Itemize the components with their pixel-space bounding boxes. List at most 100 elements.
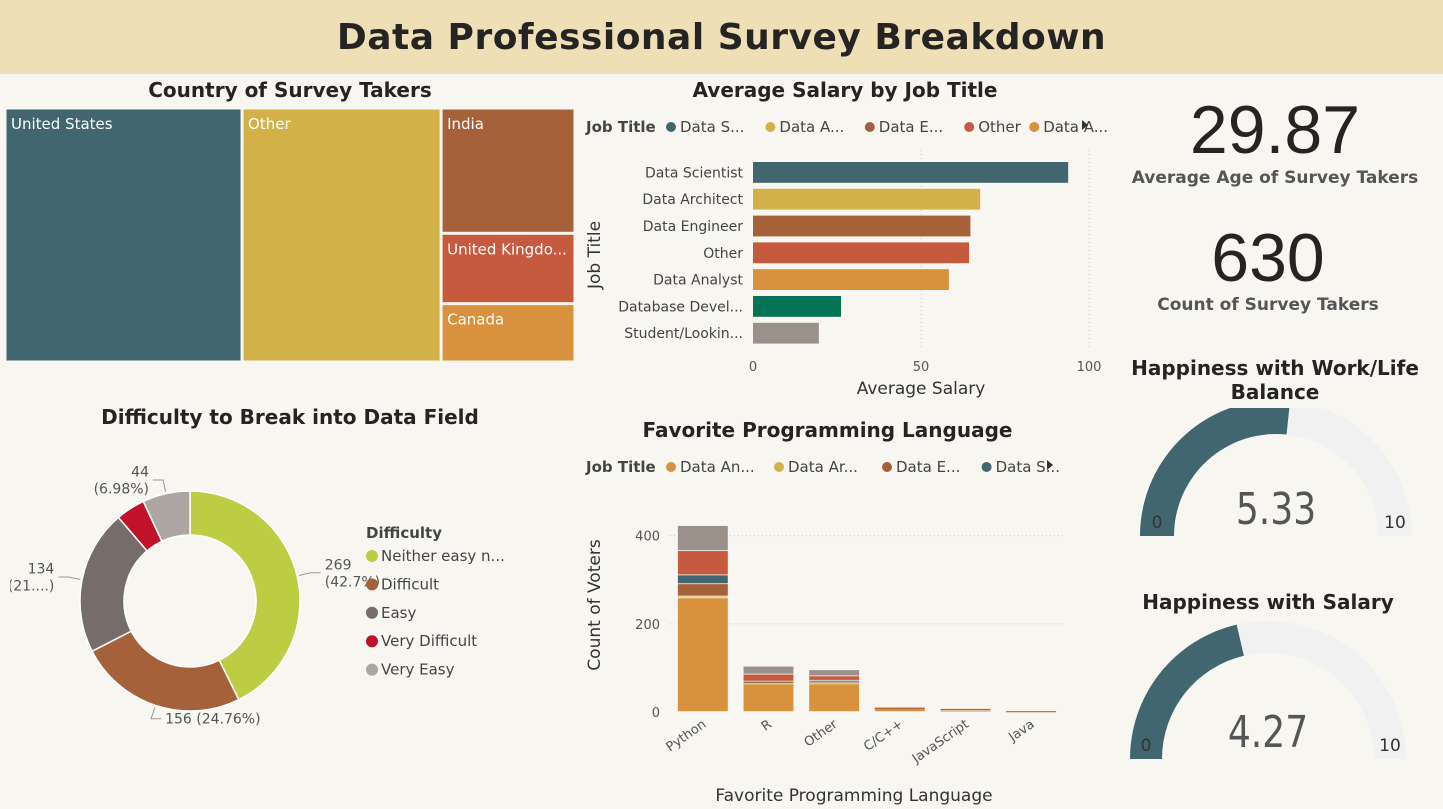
donut-leader-line (153, 479, 167, 492)
language-legend-item: Data S... (996, 458, 1060, 476)
language-bar-segment-4-4 (940, 708, 991, 710)
treemap-tile-0[interactable]: United States (5, 108, 242, 362)
language-bar-segment-2-5 (809, 670, 860, 676)
language-category-label: Python (664, 717, 710, 755)
language-bar-segment-2-3 (809, 680, 860, 682)
legend-scroll-right-icon[interactable] (1082, 120, 1088, 130)
donut-data-label: 44 (131, 464, 149, 480)
dashboard-title: Data Professional Survey Breakdown (336, 16, 1107, 58)
salary-bar-3 (753, 242, 970, 264)
treemap-tile-rect (441, 304, 575, 362)
salary-category-label: Data Analyst (653, 273, 743, 289)
language-x-axis-label: Favorite Programming Language (715, 786, 992, 806)
donut-leader-line (298, 572, 321, 577)
language-bar-segment-0-1 (677, 596, 728, 598)
language-stacked-bar-chart[interactable]: Job Title Data An... Data Ar... Data E... Da… (580, 450, 1080, 808)
language-bar-segment-4-2 (940, 709, 991, 711)
language-category-label: R (759, 717, 775, 734)
salary-gauge-max: 10 (1379, 736, 1401, 756)
donut-legend-dot (366, 606, 378, 619)
language-bar-segment-2-4 (809, 676, 860, 680)
salary-legend-dot (964, 122, 975, 132)
language-legend-dot (882, 462, 892, 472)
donut-legend-dot (366, 663, 378, 676)
salary-category-label: Student/Lookin... (624, 326, 743, 342)
donut-leader-line (150, 707, 162, 720)
donut-legend-item: Easy (381, 604, 416, 622)
salary-bar-0 (753, 162, 1069, 183)
salary-bar-2 (753, 215, 971, 237)
country-treemap[interactable]: United States Other India United Kingdo... C… (5, 108, 575, 362)
salary-category-label: Data Architect (642, 192, 743, 208)
language-bar-segment-0-3 (677, 575, 728, 584)
salary-legend-title: Job Title (585, 118, 656, 136)
language-legend-item: Data E... (896, 458, 960, 476)
salary-bar-5 (753, 296, 842, 317)
donut-data-label: 269 (325, 557, 352, 573)
language-bar-segment-1-1 (743, 683, 794, 685)
treemap-tile-rect (242, 108, 441, 362)
language-y-tick: 400 (635, 530, 660, 545)
donut-data-label: 156 (24.76%) (165, 712, 260, 728)
worklife-gauge-title: Happiness with Work/Life Balance (1131, 356, 1419, 404)
treemap-tile-3[interactable]: United Kingdo... (441, 233, 575, 304)
donut-legend-item: Difficult (381, 575, 439, 593)
donut-slice-1[interactable] (91, 630, 240, 712)
language-bar-segment-0-5 (677, 525, 728, 551)
treemap-tile-4[interactable]: Canada (441, 304, 575, 362)
language-bar-segment-1-3 (743, 681, 794, 683)
donut-title: Difficulty to Break into Data Field (101, 405, 479, 429)
language-bar-segment-4-0 (940, 710, 991, 712)
legend-scroll-right-icon[interactable] (1047, 460, 1053, 470)
difficulty-donut-chart[interactable]: 269(42.7%) 156 (24.76%) 134(21....) 44(6.98… (10, 460, 570, 750)
worklife-gauge[interactable]: 5.33 0 10 (1110, 408, 1440, 548)
donut-legend-dot (366, 578, 378, 591)
donut-data-label: (21....) (10, 579, 54, 595)
language-bar-segment-0-4 (677, 551, 728, 575)
donut-data-label: (6.98%) (94, 481, 149, 497)
salary-gauge[interactable]: 4.27 0 10 (1100, 620, 1440, 790)
treemap-tile-label: United States (11, 115, 113, 133)
language-bar-segment-5-2 (1006, 711, 1057, 712)
salary-bar-1 (753, 188, 981, 210)
salary-y-axis-label: Job Title (585, 221, 605, 290)
salary-legend-dot (1029, 122, 1040, 132)
language-bar-segment-0-2 (677, 584, 728, 596)
salary-category-label: Data Scientist (645, 165, 744, 181)
donut-slice-4[interactable] (142, 490, 191, 543)
treemap-tile-2[interactable]: India (441, 108, 575, 233)
language-category-label: C/C++ (861, 717, 906, 755)
salary-bar-6 (753, 322, 819, 344)
donut-legend-item: Very Easy (381, 661, 455, 679)
treemap-tile-label: Other (248, 115, 291, 133)
language-category-label: Java (1006, 717, 1038, 746)
language-legend-dot (981, 462, 992, 472)
language-bar-segment-3-0 (874, 708, 925, 712)
salary-bar-chart[interactable]: Job Title Data S... Data A... Data E... Othe… (580, 110, 1110, 400)
language-bar-segment-1-5 (743, 666, 794, 674)
language-bar-segment-2-2 (809, 682, 860, 684)
salary-x-tick: 50 (913, 360, 930, 375)
donut-data-label: 134 (28, 562, 55, 578)
language-legend-item: Data Ar... (788, 458, 858, 476)
salary-legend-item: Data A... (1043, 118, 1108, 136)
treemap-title: Country of Survey Takers (148, 78, 432, 102)
language-legend-item: Data An... (680, 458, 755, 476)
salary-category-label: Database Devel... (618, 299, 743, 315)
language-bar-segment-3-4 (874, 707, 925, 709)
donut-legend-item: Neither easy n... (381, 547, 505, 565)
language-bar-segment-5-0 (1006, 711, 1057, 713)
donut-data-label: (42.7%) (325, 574, 380, 590)
treemap-tile-label: United Kingdo... (447, 240, 567, 258)
salary-gauge-value: 4.27 (1228, 708, 1308, 758)
donut-slice-0[interactable] (189, 490, 301, 701)
treemap-tile-1[interactable]: Other (242, 108, 441, 362)
salary-gauge-min: 0 (1141, 736, 1152, 756)
salary-legend-item: Data S... (680, 118, 744, 136)
salary-legend-dot (765, 122, 776, 132)
salary-bar-4 (753, 269, 949, 290)
survey-count-label: Count of Survey Takers (1157, 295, 1379, 315)
worklife-gauge-min: 0 (1152, 513, 1163, 533)
donut-leader-line (58, 576, 81, 580)
language-category-label: JavaScript (909, 717, 972, 767)
